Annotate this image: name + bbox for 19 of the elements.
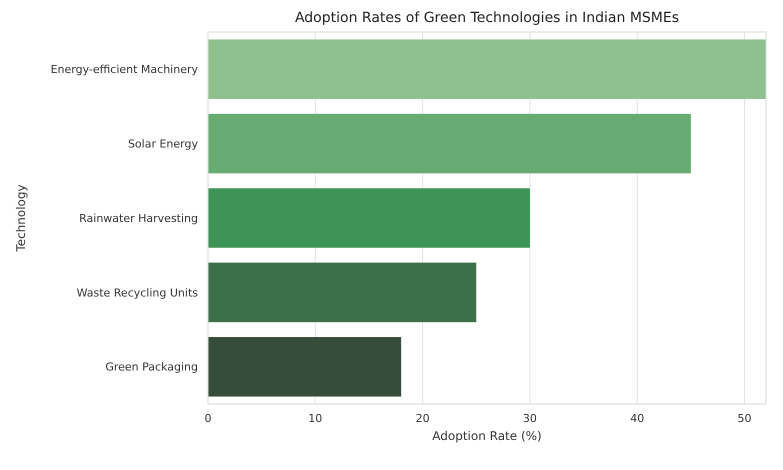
bar <box>208 337 402 397</box>
y-tick-label: Green Packaging <box>105 360 198 374</box>
x-axis-title: Adoption Rate (%) <box>432 429 542 443</box>
chart-title: Adoption Rates of Green Technologies in Indian MSMEs <box>294 10 680 26</box>
x-tick-label: 30 <box>522 412 537 425</box>
bar <box>208 188 530 248</box>
x-tick-label: 0 <box>204 412 212 425</box>
bar <box>208 114 691 174</box>
y-tick-label: Solar Energy <box>128 137 198 150</box>
y-tick-label: Energy-efficient Machinery <box>50 63 198 76</box>
y-axis-title: Technology <box>14 184 28 253</box>
y-tick-label: Waste Recycling Units <box>76 286 198 300</box>
bar <box>208 262 476 322</box>
x-tick-label: 50 <box>738 412 752 425</box>
x-tick-label: 10 <box>308 412 322 425</box>
y-tick-label: Rainwater Harvesting <box>79 212 198 225</box>
bar <box>208 39 766 99</box>
x-tick-label: 40 <box>630 412 644 425</box>
x-tick-label: 20 <box>416 412 430 425</box>
